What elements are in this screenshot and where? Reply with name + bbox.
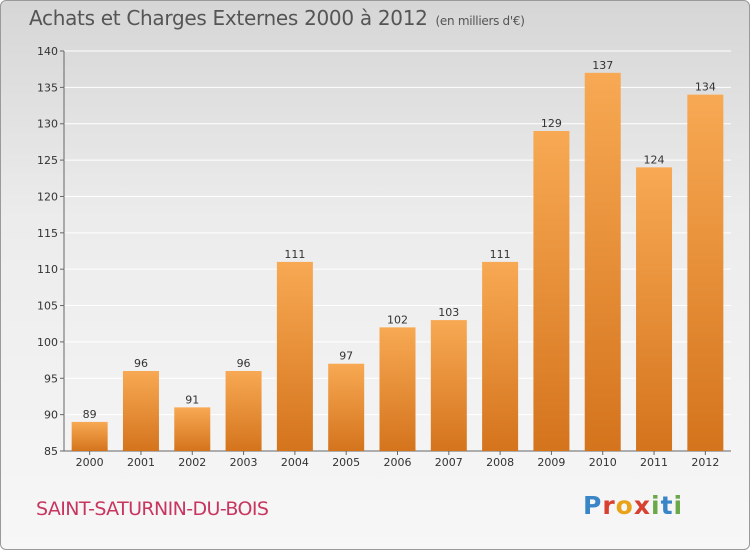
y-tick-label: 140 <box>37 45 58 58</box>
proxiti-logo[interactable]: Proxiti <box>583 491 683 520</box>
bar-2002 <box>174 407 211 451</box>
x-tick-label-2003: 2003 <box>230 456 258 469</box>
y-tick-label: 135 <box>37 81 58 94</box>
x-tick-label-2007: 2007 <box>435 456 463 469</box>
bar-2008 <box>482 261 519 451</box>
x-tick-labels: 2000 2001 2002 2003 2004 2005 2006 2007 2008 2009… <box>76 456 720 469</box>
commune-name: SAINT-SATURNIN-DU-BOIS <box>36 498 269 520</box>
x-tick-label-2001: 2001 <box>127 456 155 469</box>
data-label-2001: 96 <box>134 357 148 370</box>
bar-2011 <box>636 167 673 451</box>
data-label-2005: 97 <box>339 350 353 363</box>
logo-letter: i <box>673 491 684 520</box>
data-labels: 89 96 91 96 111 97 102 103 111 129 137 124 134 <box>83 59 716 421</box>
bar-2009 <box>533 131 570 451</box>
x-tick-label-2004: 2004 <box>281 456 309 469</box>
chart-title-main: Achats et Charges Externes 2000 à 2012 <box>29 6 428 30</box>
y-tick-label: 90 <box>44 409 58 422</box>
logo-letter: t <box>660 491 674 520</box>
data-label-2002: 91 <box>185 393 199 406</box>
y-tick-labels: 85 90 95 100 105 110 115 120 125 130 135 140 <box>37 45 58 458</box>
x-tick-label-2005: 2005 <box>332 456 360 469</box>
logo-letter: o <box>615 491 634 520</box>
bar-2001 <box>122 371 159 451</box>
bar-2003 <box>225 371 262 451</box>
y-tick-label: 105 <box>37 300 58 313</box>
x-tick-label-2009: 2009 <box>537 456 565 469</box>
y-tick-label: 115 <box>37 227 58 240</box>
y-tick-label: 125 <box>37 154 58 167</box>
x-tick-label-2011: 2011 <box>640 456 668 469</box>
data-label-2009: 129 <box>541 117 562 130</box>
data-label-2012: 134 <box>695 81 716 94</box>
y-tick-label: 120 <box>37 190 58 203</box>
data-label-2003: 96 <box>237 357 251 370</box>
x-tick-label-2002: 2002 <box>178 456 206 469</box>
y-tick-label: 85 <box>44 445 58 458</box>
logo-letter: x <box>633 491 651 520</box>
chart-title: Achats et Charges Externes 2000 à 2012 (e… <box>29 6 525 30</box>
x-tick-label-2012: 2012 <box>691 456 719 469</box>
logo-letter: P <box>583 491 603 520</box>
x-tick-label-2006: 2006 <box>384 456 412 469</box>
x-tick-label-2008: 2008 <box>486 456 514 469</box>
data-label-2011: 124 <box>644 153 665 166</box>
x-tick-label-2010: 2010 <box>589 456 617 469</box>
x-tick-label-2000: 2000 <box>76 456 104 469</box>
data-label-2010: 137 <box>592 59 613 72</box>
data-label-2006: 102 <box>387 313 408 326</box>
bar-2000 <box>71 421 108 451</box>
bar-2006 <box>379 327 416 451</box>
y-tick-label: 100 <box>37 336 58 349</box>
y-tick-label: 130 <box>37 118 58 131</box>
logo-letter: i <box>651 491 661 520</box>
y-tick-label: 95 <box>44 372 58 385</box>
bar-2004 <box>276 261 313 451</box>
bar-2007 <box>430 320 467 451</box>
chart-title-unit: (en milliers d'€) <box>435 14 525 28</box>
data-label-2008: 111 <box>490 248 511 261</box>
data-label-2004: 111 <box>284 248 305 261</box>
bar-2012 <box>687 94 724 452</box>
data-label-2007: 103 <box>438 306 459 319</box>
logo-letter: r <box>602 491 616 520</box>
bars <box>71 72 724 452</box>
bar-2005 <box>328 363 365 451</box>
bar-2010 <box>584 72 621 452</box>
data-label-2000: 89 <box>83 408 97 421</box>
y-tick-label: 110 <box>37 263 58 276</box>
